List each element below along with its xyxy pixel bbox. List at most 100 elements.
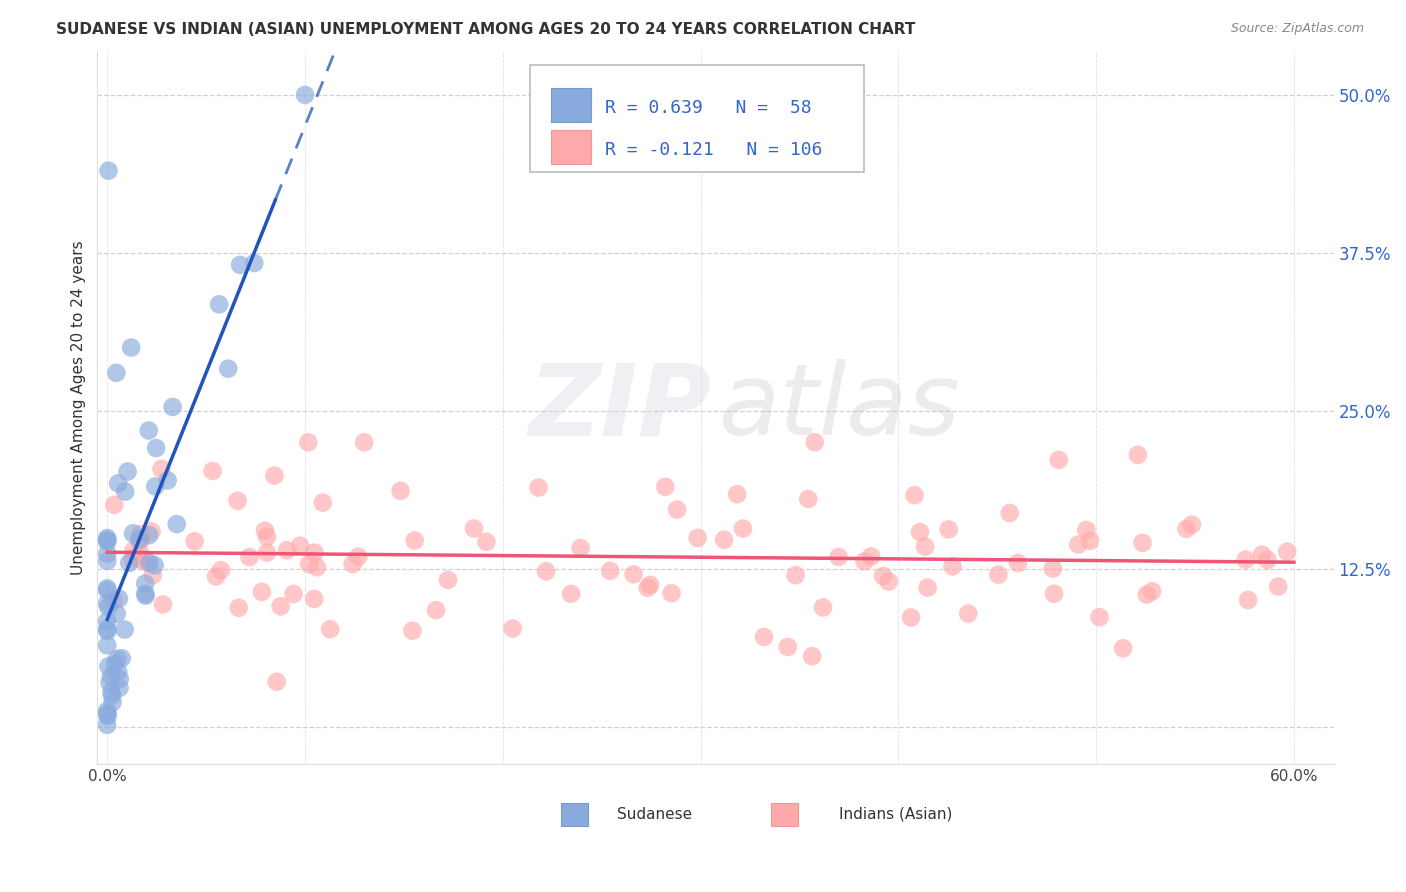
Text: ZIP: ZIP xyxy=(529,359,711,456)
Point xyxy=(96,534,118,549)
Point xyxy=(1181,517,1204,532)
Point xyxy=(152,598,174,612)
Point xyxy=(1251,548,1274,562)
Point xyxy=(128,545,150,559)
Point xyxy=(96,554,118,568)
Point xyxy=(560,587,582,601)
Point xyxy=(96,583,118,598)
Point xyxy=(134,587,156,601)
Point xyxy=(342,557,364,571)
Point xyxy=(270,599,292,614)
Point xyxy=(96,596,118,610)
Point xyxy=(463,522,485,536)
Point xyxy=(243,256,266,270)
Point xyxy=(752,630,775,644)
Point xyxy=(96,718,118,732)
Point xyxy=(987,567,1010,582)
Point xyxy=(908,524,931,539)
Point xyxy=(914,540,936,554)
Point xyxy=(637,581,659,595)
Point xyxy=(138,556,160,570)
Point xyxy=(731,522,754,536)
Point xyxy=(1088,610,1111,624)
Point xyxy=(623,567,645,582)
Point xyxy=(276,543,298,558)
Point xyxy=(108,681,131,695)
Point xyxy=(263,468,285,483)
Point xyxy=(502,622,524,636)
Point xyxy=(250,585,273,599)
Point xyxy=(128,533,150,547)
Point xyxy=(96,614,118,628)
Point xyxy=(725,487,748,501)
Point xyxy=(638,578,661,592)
Point xyxy=(401,624,423,638)
Point xyxy=(785,568,807,582)
Point xyxy=(101,689,124,703)
Point xyxy=(96,582,118,596)
Point xyxy=(1078,533,1101,548)
Point xyxy=(101,695,124,709)
Point xyxy=(114,484,136,499)
Point xyxy=(96,638,118,652)
Point xyxy=(904,488,927,502)
Point xyxy=(209,563,232,577)
Point xyxy=(208,297,231,311)
Point xyxy=(686,531,709,545)
Point xyxy=(797,491,820,506)
Point xyxy=(1277,544,1299,558)
Point xyxy=(118,556,141,570)
Point xyxy=(97,709,120,723)
Point xyxy=(141,524,163,539)
Point xyxy=(145,441,167,455)
Point xyxy=(1076,523,1098,537)
Point xyxy=(166,517,188,532)
Point xyxy=(853,554,876,568)
Point xyxy=(307,560,329,574)
Point xyxy=(534,564,557,578)
Point xyxy=(97,163,120,178)
Point xyxy=(917,581,939,595)
Point xyxy=(162,400,184,414)
Point xyxy=(104,657,127,672)
Point xyxy=(111,651,134,665)
Bar xyxy=(551,130,591,164)
Point xyxy=(957,607,980,621)
Point xyxy=(312,495,335,509)
Point xyxy=(1267,580,1289,594)
Bar xyxy=(770,803,799,826)
Point xyxy=(827,549,849,564)
Point xyxy=(121,552,143,566)
Point xyxy=(1140,584,1163,599)
Point xyxy=(96,622,118,636)
Point xyxy=(96,531,118,545)
Text: atlas: atlas xyxy=(718,359,960,456)
Point xyxy=(228,600,250,615)
Point xyxy=(256,546,278,560)
Point xyxy=(1047,452,1070,467)
Point xyxy=(108,672,131,686)
Point xyxy=(1234,552,1257,566)
Point xyxy=(1175,522,1198,536)
Point xyxy=(1007,556,1029,570)
Point xyxy=(1043,587,1066,601)
Point xyxy=(96,706,118,721)
Point xyxy=(1112,641,1135,656)
Point xyxy=(107,665,129,679)
Point xyxy=(304,546,326,560)
Point xyxy=(1042,561,1064,575)
Point xyxy=(938,523,960,537)
Point xyxy=(143,558,166,573)
Point xyxy=(1136,588,1159,602)
Point xyxy=(120,341,142,355)
Point xyxy=(527,481,550,495)
Point xyxy=(238,550,260,565)
Point xyxy=(205,569,228,583)
Point xyxy=(297,435,319,450)
Point xyxy=(134,576,156,591)
Point xyxy=(100,685,122,699)
Point xyxy=(96,704,118,718)
Point xyxy=(156,474,179,488)
Bar xyxy=(551,88,591,122)
Point xyxy=(108,591,131,606)
